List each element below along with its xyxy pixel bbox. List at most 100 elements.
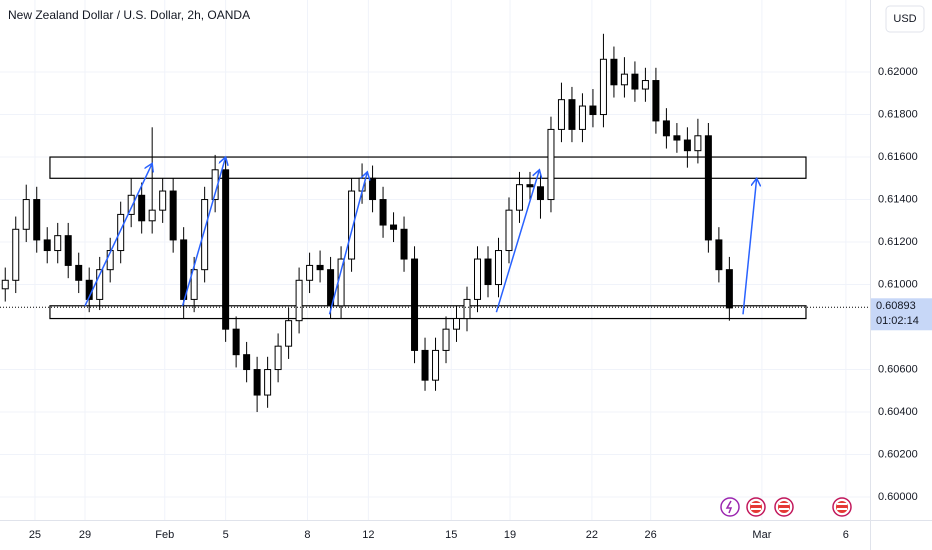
candle-body [683, 139, 691, 152]
flag-icon [836, 501, 848, 513]
candle-body [547, 128, 555, 201]
candle-body [662, 120, 670, 137]
candle-body [232, 328, 240, 356]
candle-body [43, 239, 51, 252]
candle-body [652, 80, 660, 122]
candle-body [190, 269, 198, 300]
candle-body [327, 269, 335, 307]
flag-stripe [837, 503, 847, 505]
candle-body [274, 345, 282, 371]
x-tick-label: 6 [843, 529, 849, 541]
flag-stripe [751, 503, 761, 505]
currency-button[interactable] [885, 5, 925, 33]
candle-body [253, 369, 261, 396]
candle-body [264, 369, 272, 396]
candle-body [631, 73, 639, 90]
candle-body [295, 279, 303, 322]
candle-body [453, 318, 461, 330]
event-icons [720, 497, 852, 517]
flag-icon [778, 501, 790, 513]
x-tick-label: 12 [362, 529, 374, 541]
candle-body [557, 99, 565, 130]
candle-body [589, 105, 597, 116]
candle-body [180, 239, 188, 300]
x-tick-label: 22 [586, 529, 598, 541]
plot-area [0, 33, 870, 413]
flag-stripe [837, 508, 847, 510]
candle-body [442, 328, 450, 351]
candle-body [578, 105, 586, 130]
candle-body [474, 258, 482, 300]
candle-body [568, 99, 576, 130]
event-icon[interactable] [720, 497, 740, 517]
candle-body [169, 190, 177, 241]
candle-body [348, 190, 356, 260]
annotation-arrow [328, 172, 368, 315]
candle-body [704, 135, 712, 241]
flag-stripe [751, 508, 761, 510]
candle-body [694, 135, 702, 152]
candle-body [400, 228, 408, 260]
candle-body [369, 177, 377, 201]
candle-body [127, 194, 135, 215]
candle-body [536, 186, 544, 201]
candle-body [599, 58, 607, 116]
candle-body [148, 209, 156, 222]
candle-body [75, 264, 83, 281]
y-tick-label: 0.61600 [878, 151, 918, 163]
candle-body [610, 58, 618, 86]
candle-body [463, 298, 471, 320]
x-tick-label: 15 [445, 529, 457, 541]
y-tick-label: 0.61200 [878, 236, 918, 248]
x-tick-label: Feb [155, 529, 174, 541]
candle-body [620, 73, 628, 86]
last-price-box [871, 298, 932, 331]
candle-body [1, 279, 9, 290]
x-tick-label: 5 [223, 529, 229, 541]
flag-stripe [779, 508, 789, 510]
candle-body [316, 264, 324, 271]
candle-body [285, 320, 293, 347]
candle-body [22, 199, 30, 230]
annotation-arrow [84, 163, 152, 307]
price-zone [49, 156, 807, 179]
candle-body [33, 199, 41, 241]
x-tick-label: 25 [29, 529, 41, 541]
candle-body [390, 224, 398, 230]
y-tick-label: 0.61000 [878, 278, 918, 290]
candle-body [421, 349, 429, 381]
candle-body [306, 264, 314, 281]
candle-body [505, 209, 513, 252]
y-tick-label: 0.61800 [878, 108, 918, 120]
flag-stripe [779, 503, 789, 505]
candle-body [484, 258, 492, 286]
candle-body [526, 184, 534, 188]
y-tick-label: 0.60600 [878, 363, 918, 375]
candle-body [159, 190, 167, 211]
x-tick-label: 26 [645, 529, 657, 541]
candle-body [54, 235, 62, 252]
candle-body [222, 169, 230, 330]
x-tick-label: 29 [79, 529, 91, 541]
candle-body [201, 199, 209, 271]
candle-body [411, 258, 419, 351]
price-zone [49, 305, 807, 320]
candle-body [641, 80, 649, 90]
candle-body [432, 349, 440, 381]
candle-body [673, 135, 681, 141]
annotation-arrow [495, 170, 539, 313]
y-tick-label: 0.60400 [878, 406, 918, 418]
x-tick-label: 8 [304, 529, 310, 541]
last-price-label: 0.60893 [876, 300, 916, 312]
y-tick-label: 0.62000 [878, 66, 918, 78]
y-tick-label: 0.60000 [878, 491, 918, 503]
candle-body [12, 228, 20, 281]
chart-title: New Zealand Dollar / U.S. Dollar, 2h, OA… [8, 8, 250, 22]
candle-body [138, 194, 146, 222]
candle-body [725, 269, 733, 309]
candle-body [64, 235, 72, 266]
annotation-arrow [181, 157, 226, 307]
x-tick-label: Mar [752, 529, 771, 541]
